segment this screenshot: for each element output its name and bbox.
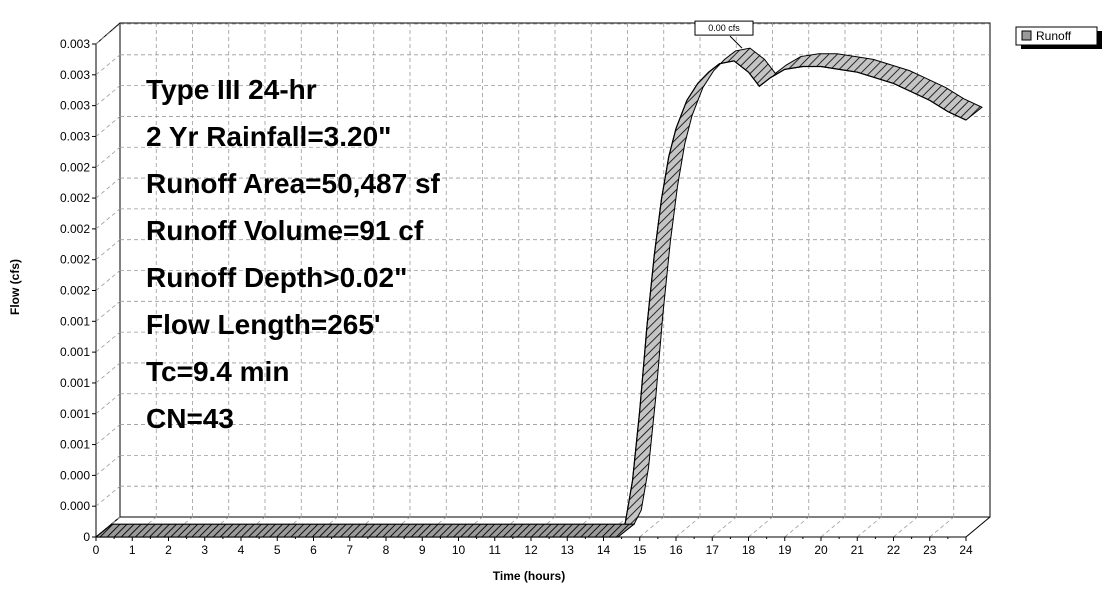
info-line-cn: CN=43 [146,403,234,434]
x-tick-label: 1 [129,543,136,557]
side-grid-line [95,331,121,353]
floor-grid-line [675,516,701,538]
y-tick-label: 0.001 [60,314,90,328]
y-tick-label: 0.003 [60,99,90,113]
label-layer: 0.00 cfs [694,20,754,49]
y-tick-label: 0.001 [60,376,90,390]
series-layer [94,47,983,538]
floor-grid-line [856,516,882,538]
side-grid-line [95,23,121,45]
x-tick-label: 3 [201,543,208,557]
side-grid-line [95,485,121,507]
x-tick-label: 9 [419,543,426,557]
legend-box [1015,26,1098,46]
x-tick-label: 20 [814,543,828,557]
info-line-runoff-depth: Runoff Depth>0.02" [146,262,407,293]
x-tick-label: 14 [597,543,611,557]
info-line-runoff-volume: Runoff Volume=91 cf [146,215,424,246]
x-tick-label: 15 [633,543,647,557]
annotation-box [694,20,754,36]
info-text-block: Type III 24-hr 2 Yr Rainfall=3.20" Runof… [146,74,441,434]
y-tick-label: 0.002 [60,253,90,267]
side-grid-line [95,455,121,476]
floor-grid-line [893,516,918,538]
x-tick-label: 24 [959,543,973,557]
side-grid-line [95,362,121,384]
floor-edge-right [965,516,991,538]
info-line-tc: Tc=9.4 min [146,356,289,387]
y-tick-label: 0.001 [60,345,90,359]
side-grid-line [95,116,121,137]
x-tick-label: 6 [310,543,317,557]
floor-grid-line [929,516,955,538]
floor-grid-line [748,516,773,538]
y-tick-label: 0.003 [60,37,90,51]
legend: Runoff [1015,26,1102,49]
side-grid-line [95,393,121,415]
x-tick-label: 16 [669,543,683,557]
x-tick-label: 4 [238,543,245,557]
x-tick-label: 18 [742,543,756,557]
y-tick-label: 0.002 [60,191,90,205]
side-grid-line [95,54,121,76]
y-tick-label: 0.002 [60,160,90,174]
x-tick-label: 13 [561,543,575,557]
x-tick-label: 22 [887,543,901,557]
info-line-runoff-area: Runoff Area=50,487 sf [146,168,441,199]
floor-grid-line [711,516,737,538]
y-tick-label: 0.000 [60,468,90,482]
y-axis-title: Flow (cfs) [8,259,22,315]
x-tick-label: 17 [706,543,720,557]
x-tick-label: 21 [851,543,865,557]
x-tick-label: 5 [274,543,281,557]
side-grid-line [95,301,121,322]
y-tick-label: 0 [83,530,90,544]
y-tick-label: 0.003 [60,129,90,143]
floor-grid-line [820,516,846,538]
floor-grid-line [784,516,810,538]
info-line-rainfall: 2 Yr Rainfall=3.20" [146,121,391,152]
info-line-storm-type: Type III 24-hr [146,74,317,105]
info-line-flow-length: Flow Length=265' [146,309,381,340]
y-tick-label: 0.001 [60,438,90,452]
y-tick-label: 0.001 [60,407,90,421]
y-tick-label: 0.000 [60,499,90,513]
x-tick-label: 0 [93,543,100,557]
legend-label: Runoff [1036,29,1072,43]
x-tick-label: 23 [923,543,937,557]
axis-layer: 0 1 2 3 4 5 6 7 8 9 10 11 12 13 14 15 16 17 18 19 20 21 22 23 24… [60,37,991,557]
x-tick-label: 19 [778,543,792,557]
y-tick-label: 0.002 [60,284,90,298]
series-base-runoff [94,523,636,538]
series-line-runoff [96,60,967,538]
side-grid-line [95,177,121,199]
x-axis-title: Time (hours) [493,569,565,583]
x-tick-label: 7 [346,543,353,557]
side-grid-line [95,239,121,260]
x-tick-label: 2 [165,543,172,557]
x-tick-label: 12 [524,543,538,557]
annotation-leader [729,35,743,49]
y-tick-label: 0.002 [60,222,90,236]
annotation-peak-label: 0.00 cfs [708,23,740,33]
side-grid-line [95,270,121,291]
x-tick-label: 11 [489,543,502,557]
side-grid-line [95,208,121,230]
side-grid-line [95,424,121,445]
side-grid-line [95,146,121,168]
x-tick-label: 10 [452,543,466,557]
side-grid-line [95,85,121,106]
y-tick-label: 0.003 [60,68,90,82]
grid-layer [95,22,991,538]
x-tick-label: 8 [383,543,390,557]
floor-grid-line [639,516,665,538]
legend-swatch [1021,30,1032,41]
